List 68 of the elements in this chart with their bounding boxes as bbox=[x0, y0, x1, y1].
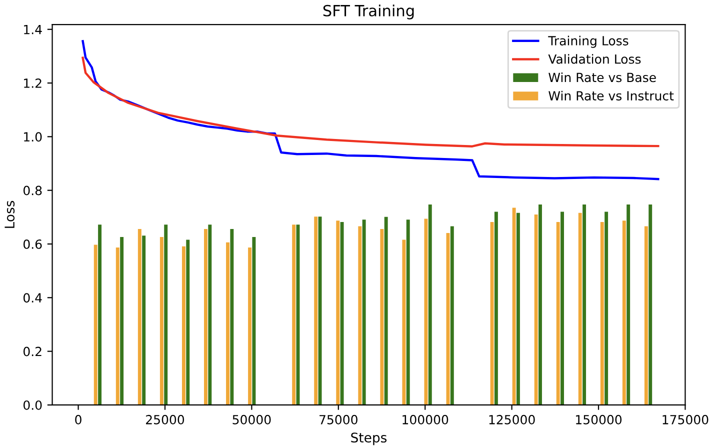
chart-title: SFT Training bbox=[323, 4, 414, 20]
x-axis-title: Steps bbox=[351, 432, 387, 446]
bar bbox=[186, 240, 190, 405]
bar bbox=[560, 212, 564, 405]
bar bbox=[160, 237, 164, 405]
bar bbox=[292, 224, 296, 405]
bar bbox=[556, 222, 560, 405]
bar bbox=[648, 204, 652, 405]
bar bbox=[182, 246, 186, 405]
x-tick-label: 75000 bbox=[320, 414, 358, 424]
bar bbox=[512, 208, 516, 405]
bar bbox=[248, 247, 252, 405]
bar bbox=[516, 212, 520, 405]
y-tick-label: 0.8 bbox=[23, 186, 42, 196]
bar bbox=[138, 228, 142, 405]
bar bbox=[626, 204, 630, 405]
x-tick-label: 150000 bbox=[576, 414, 622, 424]
bar bbox=[424, 218, 428, 405]
legend-label: Validation Loss bbox=[548, 54, 641, 64]
bar bbox=[490, 222, 494, 405]
bar bbox=[622, 220, 626, 405]
bar bbox=[164, 224, 168, 405]
bar bbox=[604, 212, 608, 405]
bar bbox=[402, 240, 406, 405]
bar bbox=[380, 228, 384, 405]
bar bbox=[358, 226, 362, 405]
x-tick-label: 125000 bbox=[489, 414, 535, 424]
bar bbox=[362, 220, 366, 405]
legend-label: Win Rate vs Base bbox=[548, 72, 656, 82]
y-axis-title: Loss bbox=[4, 200, 15, 228]
legend-label: Win Rate vs Instruct bbox=[548, 90, 674, 100]
bar bbox=[252, 237, 256, 405]
legend-label: Training Loss bbox=[548, 36, 628, 48]
x-tick-label: 50000 bbox=[232, 414, 271, 424]
bar bbox=[314, 216, 318, 405]
x-tick-label: 175000 bbox=[662, 414, 708, 424]
bar bbox=[116, 247, 120, 405]
x-tick-label: 25000 bbox=[146, 414, 184, 424]
y-tick-label: 0.6 bbox=[23, 239, 42, 249]
bar bbox=[208, 224, 212, 405]
bar bbox=[384, 216, 388, 405]
bar bbox=[94, 244, 98, 405]
bar bbox=[204, 228, 208, 405]
bar bbox=[98, 224, 102, 405]
bar bbox=[582, 204, 586, 405]
bar bbox=[450, 226, 454, 405]
bar bbox=[644, 226, 648, 405]
bar bbox=[428, 204, 432, 405]
bar bbox=[494, 212, 498, 405]
y-tick-label: 1.2 bbox=[24, 78, 42, 88]
bar bbox=[142, 236, 146, 405]
bar bbox=[406, 220, 410, 405]
x-tick-label: 100000 bbox=[402, 414, 448, 424]
bar bbox=[230, 228, 234, 405]
y-tick-label: 0.4 bbox=[23, 293, 42, 303]
bar bbox=[336, 220, 340, 405]
y-tick-label: 1.4 bbox=[24, 24, 42, 34]
bar bbox=[600, 222, 604, 405]
bar bbox=[340, 222, 344, 405]
bar bbox=[120, 237, 124, 405]
bar bbox=[534, 214, 538, 405]
x-tick-label: 0 bbox=[75, 414, 82, 424]
y-tick-label: 0.0 bbox=[23, 400, 42, 410]
y-tick-label: 0.2 bbox=[23, 346, 42, 356]
bar bbox=[578, 212, 582, 405]
bar bbox=[538, 204, 542, 405]
y-tick-label: 1.0 bbox=[24, 132, 42, 142]
bar bbox=[226, 242, 230, 405]
